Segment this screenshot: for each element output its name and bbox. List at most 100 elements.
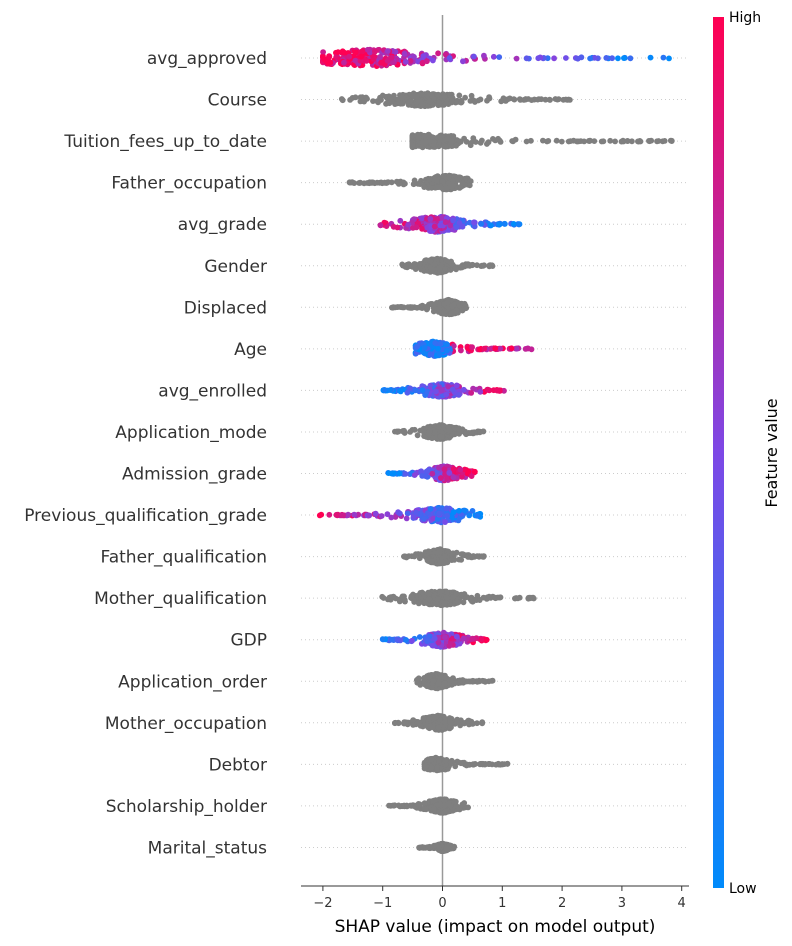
shap-point bbox=[484, 141, 490, 147]
shap-point bbox=[424, 58, 430, 65]
shap-point bbox=[405, 99, 412, 106]
shap-point bbox=[352, 94, 359, 101]
shap-point bbox=[429, 558, 435, 565]
shap-point bbox=[440, 724, 446, 731]
shap-point bbox=[486, 593, 492, 600]
shap-point bbox=[449, 138, 455, 145]
shap-point bbox=[525, 345, 532, 352]
shap-point bbox=[591, 54, 598, 61]
shap-point bbox=[450, 309, 457, 316]
shap-point bbox=[392, 720, 398, 727]
shap-point bbox=[426, 596, 433, 603]
shap-point bbox=[528, 594, 535, 601]
shap-point bbox=[413, 224, 420, 231]
shap-point bbox=[485, 386, 492, 393]
shap-point bbox=[431, 806, 437, 813]
shap-point bbox=[414, 432, 421, 439]
shap-point bbox=[454, 599, 461, 606]
shap-point bbox=[416, 634, 423, 640]
shap-point bbox=[458, 183, 464, 190]
shap-point bbox=[462, 430, 469, 437]
shap-point bbox=[480, 554, 487, 560]
shap-point bbox=[458, 99, 464, 106]
shap-point bbox=[384, 511, 391, 518]
shap-point bbox=[403, 637, 409, 643]
shap-point bbox=[435, 724, 442, 731]
shap-point bbox=[430, 642, 436, 649]
shap-point bbox=[627, 55, 634, 62]
shap-point bbox=[469, 635, 476, 642]
shap-point bbox=[435, 680, 442, 687]
shap-point bbox=[345, 511, 351, 518]
shap-point bbox=[436, 306, 443, 312]
shap-point bbox=[430, 678, 436, 685]
shap-point bbox=[380, 595, 387, 601]
shap-point bbox=[515, 595, 521, 602]
shap-point bbox=[464, 262, 470, 269]
shap-point bbox=[546, 96, 553, 103]
shap-point bbox=[407, 385, 413, 392]
shap-point bbox=[471, 219, 477, 226]
shap-point bbox=[587, 137, 593, 144]
shap-point bbox=[443, 391, 450, 398]
shap-point bbox=[405, 221, 412, 228]
shap-point bbox=[378, 513, 385, 519]
shap-point bbox=[553, 137, 560, 144]
shap-point bbox=[441, 802, 448, 809]
shap-point bbox=[393, 178, 400, 185]
shap-point bbox=[454, 719, 461, 726]
shap-point bbox=[417, 722, 424, 729]
shap-point bbox=[410, 717, 417, 723]
shap-point bbox=[545, 138, 552, 144]
shap-point bbox=[399, 94, 406, 101]
shap-point bbox=[494, 387, 501, 394]
shap-point bbox=[466, 512, 473, 519]
shap-point bbox=[442, 634, 448, 641]
shap-point bbox=[427, 351, 434, 358]
shap-point bbox=[409, 132, 416, 139]
shap-point bbox=[411, 472, 418, 478]
shap-point bbox=[551, 55, 557, 62]
shap-point bbox=[381, 387, 388, 393]
shap-point bbox=[442, 143, 449, 150]
row-guides bbox=[301, 57, 689, 848]
shap-point bbox=[488, 262, 495, 269]
shap-point bbox=[661, 138, 668, 144]
shap-point bbox=[446, 174, 452, 181]
shap-point bbox=[436, 510, 442, 517]
shap-point bbox=[403, 515, 410, 522]
shap-point bbox=[421, 800, 428, 807]
shap-point bbox=[445, 180, 452, 187]
shap-point bbox=[459, 264, 465, 271]
shap-point bbox=[433, 177, 440, 184]
shap-point bbox=[415, 98, 422, 104]
shap-point bbox=[490, 136, 496, 142]
shap-point bbox=[513, 55, 520, 62]
shap-point bbox=[612, 138, 618, 145]
shap-point bbox=[456, 138, 463, 145]
shap-point bbox=[378, 59, 385, 66]
shap-point bbox=[423, 806, 429, 813]
shap-point bbox=[402, 719, 409, 726]
shap-point bbox=[386, 594, 393, 601]
shap-point bbox=[413, 551, 419, 557]
shap-point bbox=[388, 179, 395, 186]
shap-point bbox=[460, 386, 467, 393]
shap-point bbox=[339, 512, 345, 518]
shap-point bbox=[442, 219, 449, 226]
shap-point bbox=[403, 262, 410, 269]
shap-point bbox=[442, 757, 449, 764]
shap-point bbox=[542, 96, 549, 103]
shap-point bbox=[499, 761, 506, 767]
shap-point bbox=[351, 511, 358, 518]
shap-point bbox=[567, 138, 574, 145]
shap-point bbox=[434, 764, 440, 771]
shap-point bbox=[477, 429, 483, 436]
shap-point bbox=[392, 595, 399, 602]
shap-point bbox=[420, 53, 427, 59]
shap-point bbox=[387, 387, 393, 393]
shap-point bbox=[486, 94, 492, 100]
shap-point bbox=[358, 53, 365, 60]
shap-point bbox=[435, 639, 442, 646]
shap-point bbox=[450, 133, 457, 140]
